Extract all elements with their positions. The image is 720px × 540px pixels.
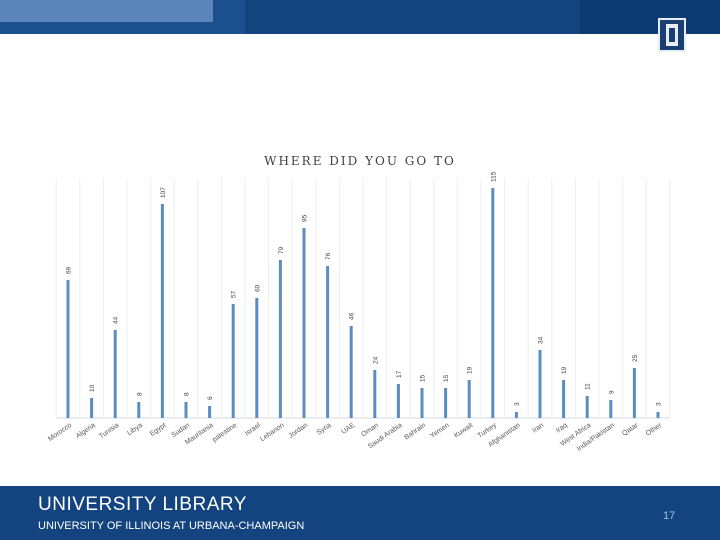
category-label: Iraq [555,422,569,435]
category-label: Israel [244,422,262,438]
data-label: 69 [66,266,73,274]
category-label: palestine [211,422,238,444]
top-band [0,0,720,34]
data-label: 76 [325,252,332,260]
category-label: Morocco [47,422,73,443]
top-band-dark-block [580,0,720,34]
bar-lebanon [278,260,282,418]
data-label: 19 [467,366,474,374]
category-label: Libya [126,422,144,437]
bar-uae [349,326,353,418]
bar-jordan [302,228,306,418]
top-band-light-block [0,0,213,22]
data-label: 24 [372,356,379,364]
data-label: 46 [349,312,356,320]
bar-other [656,412,660,418]
data-label: 34 [538,336,545,344]
bar-algeria [90,398,94,418]
data-label: 79 [278,246,285,254]
data-label: 3 [514,402,521,406]
category-label: Other [645,422,664,438]
data-label: 115 [490,171,497,182]
data-label: 6 [207,396,214,400]
category-label: Qatar [621,422,640,438]
bar-saudi-arabia [396,384,400,418]
bar-mauritania [208,406,212,418]
page-number: 17 [663,510,676,522]
bar-egypt [160,204,164,418]
data-label: 44 [113,316,120,324]
bar-afghanistan [514,412,518,418]
bar-libya [137,402,141,418]
bar-india-pakistan [609,400,613,418]
data-label: 95 [302,214,309,222]
data-label: 25 [632,354,639,362]
bar-morocco [66,280,70,418]
category-label: Algeria [75,422,97,440]
data-label: 107 [160,187,167,198]
bar-sudan [184,402,188,418]
bar-kuwait [467,380,471,418]
category-label: Yemen [429,422,451,440]
data-label: 57 [231,290,238,298]
chart-title: WHERE DID YOU GO TO [264,154,456,168]
illinois-block-i-icon [658,18,686,52]
data-label: 17 [396,370,403,378]
bar-tunisia [113,330,117,418]
category-label: Iran [531,422,545,435]
bar-qatar [632,368,636,418]
bar-iraq [562,380,566,418]
category-label: Syria [316,422,333,437]
category-label: Jordan [288,422,310,440]
category-label: Lebanon [259,422,285,443]
top-band-mid-block [245,0,580,34]
footer-band: UNIVERSITY LIBRARY UNIVERSITY OF ILLINOI… [0,486,720,540]
bar-turkey [491,188,495,418]
data-label: 8 [184,392,191,396]
data-label: 11 [585,383,592,390]
data-label: 8 [136,392,143,396]
bar-iran [538,350,542,418]
category-label: UAE [341,422,357,436]
data-label: 10 [89,384,96,392]
category-label: Oman [360,422,380,439]
data-label: 19 [561,366,568,374]
data-label: 3 [656,402,663,406]
footer-library-name: UNIVERSITY LIBRARY [38,494,247,515]
bar-chart: 69Morocco10Algeria44Tunisia8Libya107Egyp… [47,171,671,453]
category-label: Tunisia [98,422,120,441]
bar-syria [326,266,330,418]
data-label: 15 [420,374,427,382]
bar-bahrain [420,388,424,418]
category-label: Kuwait [453,422,474,440]
bar-israel [255,298,259,418]
bar-west-africa [585,396,589,418]
bar-yemen [444,388,448,418]
data-label: 15 [443,374,450,382]
category-label: Egypt [149,422,168,438]
bar-oman [373,370,377,418]
data-label: 9 [608,390,615,394]
bar-palestine [231,304,235,418]
data-label: 60 [254,284,261,292]
category-label: Bahrain [403,422,427,442]
footer-university-name: UNIVERSITY OF ILLINOIS AT URBANA-CHAMPAI… [38,520,305,532]
